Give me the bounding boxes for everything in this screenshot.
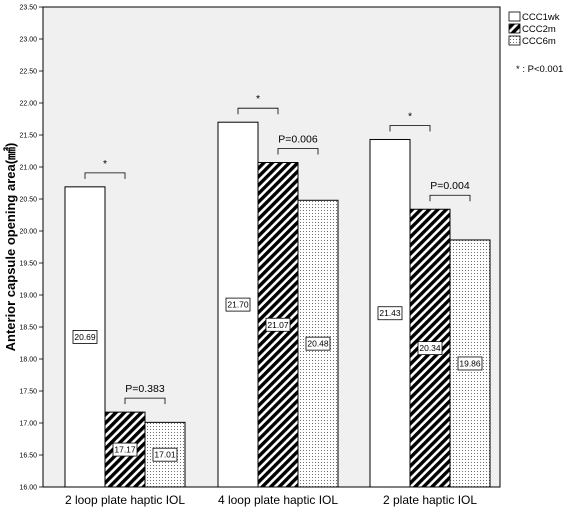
significance-bracket xyxy=(277,148,319,155)
significance-label: * xyxy=(408,110,412,122)
data-label: 21.07 xyxy=(267,320,289,330)
significance-bracket xyxy=(84,172,126,179)
significance-label: * xyxy=(256,93,260,105)
data-label-box xyxy=(225,297,251,312)
data-label: 20.34 xyxy=(419,343,441,353)
significance-bracket xyxy=(237,107,279,115)
data-label: 20.48 xyxy=(307,339,329,349)
y-tick-label: 19.00 xyxy=(19,293,37,300)
legend-swatch-ccc2m xyxy=(508,23,521,34)
data-label-box xyxy=(265,317,291,332)
significance-bracket xyxy=(389,125,431,132)
legend-label: CCC1wk xyxy=(522,12,560,23)
x-category-label: 2 plate haptic IOL xyxy=(383,493,477,507)
significance-note: * : P<0.001 xyxy=(516,64,563,75)
data-label-box xyxy=(305,336,331,351)
y-axis-label: Anterior capsule opening area(㎟) xyxy=(3,143,18,352)
y-tick-label: 18.50 xyxy=(19,325,37,332)
data-label: 17.17 xyxy=(114,445,136,455)
significance-label: * xyxy=(103,158,107,170)
data-label: 21.43 xyxy=(379,308,401,318)
data-label: 20.69 xyxy=(74,332,96,342)
data-label-box xyxy=(377,306,403,321)
y-tick-label: 20.50 xyxy=(19,197,37,204)
y-tick-label: 22.00 xyxy=(19,101,37,108)
legend-swatch-ccc6m xyxy=(508,35,521,46)
data-label-box xyxy=(457,356,483,371)
y-tick-label: 16.50 xyxy=(19,453,37,460)
y-tick-label: 16.00 xyxy=(19,485,37,492)
data-label: 17.01 xyxy=(154,450,176,460)
data-label-box xyxy=(152,447,178,462)
data-label: 19.86 xyxy=(459,358,481,368)
y-tick-label: 18.00 xyxy=(19,357,37,364)
data-label-box xyxy=(417,341,443,356)
significance-label: P=0.004 xyxy=(430,180,470,192)
x-category-label: 4 loop plate haptic IOL xyxy=(218,493,338,507)
y-tick-label: 17.50 xyxy=(19,389,37,396)
significance-label: P=0.006 xyxy=(278,134,318,146)
data-label-box xyxy=(72,330,98,344)
significance-label: P=0.383 xyxy=(125,383,165,395)
data-label-box xyxy=(112,442,138,457)
significance-bracket xyxy=(429,194,471,202)
y-tick-label: 22.50 xyxy=(19,69,37,76)
x-category-label: 2 loop plate haptic IOL xyxy=(65,493,185,507)
y-tick-label: 23.50 xyxy=(19,5,37,12)
y-tick-label: 23.00 xyxy=(19,37,37,44)
legend-label: CCC2m xyxy=(522,24,556,35)
y-tick-label: 21.00 xyxy=(19,165,37,172)
bar-ccc1wk xyxy=(369,138,411,488)
significance-bracket xyxy=(124,397,166,405)
legend-label: CCC6m xyxy=(522,36,556,47)
y-tick-label: 19.50 xyxy=(19,261,37,268)
legend-swatch-ccc1wk xyxy=(508,11,521,22)
data-label: 21.70 xyxy=(227,300,249,310)
y-tick-label: 20.00 xyxy=(19,229,37,236)
y-tick-label: 21.50 xyxy=(19,133,37,140)
y-tick-label: 17.00 xyxy=(19,421,37,428)
